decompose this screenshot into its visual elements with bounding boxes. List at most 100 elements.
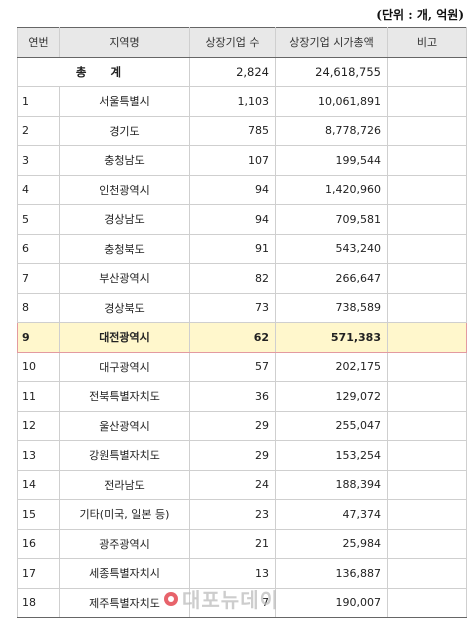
row-number: 15	[17, 499, 60, 530]
row-number: 5	[17, 204, 60, 235]
row-region: 서울특별시	[59, 86, 190, 117]
row-region: 울산광역시	[59, 410, 190, 441]
row-note	[387, 233, 467, 264]
total-market-cap: 24,618,755	[275, 56, 388, 87]
row-note	[387, 587, 467, 618]
row-market-cap: 136,887	[275, 558, 388, 589]
table-row: 2 경기도 785 8,778,726	[17, 115, 467, 146]
row-count: 1,103	[189, 86, 276, 117]
row-number: 16	[17, 528, 60, 559]
header-region: 지역명	[59, 27, 190, 58]
header-note: 비고	[387, 27, 467, 58]
row-note	[387, 204, 467, 235]
row-note	[387, 351, 467, 382]
table-row: 14 전라남도 24 188,394	[17, 469, 467, 500]
row-region: 강원특별자치도	[59, 440, 190, 471]
row-number: 11	[17, 381, 60, 412]
row-note	[387, 381, 467, 412]
row-note	[387, 440, 467, 471]
row-count: 21	[189, 528, 276, 559]
row-market-cap: 709,581	[275, 204, 388, 235]
row-region: 충청북도	[59, 233, 190, 264]
row-market-cap: 255,047	[275, 410, 388, 441]
row-market-cap: 25,984	[275, 528, 388, 559]
row-note	[387, 469, 467, 500]
row-number: 2	[17, 115, 60, 146]
row-region: 기타(미국, 일본 등)	[59, 499, 190, 530]
row-count: 36	[189, 381, 276, 412]
unit-note: (단위 : 개, 억원)	[376, 8, 464, 22]
row-count: 24	[189, 469, 276, 500]
row-note	[387, 410, 467, 441]
row-number: 14	[17, 469, 60, 500]
total-row: 총 계 2,824 24,618,755	[17, 56, 467, 87]
row-number: 13	[17, 440, 60, 471]
row-market-cap: 10,061,891	[275, 86, 388, 117]
table-row: 7 부산광역시 82 266,647	[17, 263, 467, 294]
table-row: 11 전북특별자치도 36 129,072	[17, 381, 467, 412]
row-note	[387, 528, 467, 559]
row-region: 경상북도	[59, 292, 190, 323]
row-market-cap: 199,544	[275, 145, 388, 176]
row-region: 대전광역시	[59, 322, 190, 353]
row-count: 7	[189, 587, 276, 618]
row-note	[387, 292, 467, 323]
row-count: 29	[189, 410, 276, 441]
row-note	[387, 115, 467, 146]
table-row: 9 대전광역시 62 571,383	[17, 322, 467, 353]
table-row: 5 경상남도 94 709,581	[17, 204, 467, 235]
table-row: 8 경상북도 73 738,589	[17, 292, 467, 323]
table-row: 16 광주광역시 21 25,984	[17, 528, 467, 559]
row-note	[387, 174, 467, 205]
row-number: 10	[17, 351, 60, 382]
row-number: 6	[17, 233, 60, 264]
table-row: 18 제주특별자치도 7 190,007	[17, 587, 467, 618]
row-region: 전북특별자치도	[59, 381, 190, 412]
row-number: 7	[17, 263, 60, 294]
row-market-cap: 129,072	[275, 381, 388, 412]
table-row: 15 기타(미국, 일본 등) 23 47,374	[17, 499, 467, 530]
row-market-cap: 1,420,960	[275, 174, 388, 205]
table-row: 10 대구광역시 57 202,175	[17, 351, 467, 382]
row-number: 12	[17, 410, 60, 441]
row-region: 경기도	[59, 115, 190, 146]
row-count: 107	[189, 145, 276, 176]
row-number: 9	[17, 322, 60, 353]
total-count: 2,824	[189, 56, 276, 87]
table-row: 12 울산광역시 29 255,047	[17, 410, 467, 441]
header-market-cap: 상장기업 시가총액	[275, 27, 388, 58]
listed-companies-table: 연번 지역명 상장기업 수 상장기업 시가총액 비고 총 계 2,824 24,…	[17, 27, 467, 618]
row-region: 광주광역시	[59, 528, 190, 559]
row-market-cap: 188,394	[275, 469, 388, 500]
row-count: 13	[189, 558, 276, 589]
table-row: 17 세종특별자치시 13 136,887	[17, 558, 467, 589]
row-count: 94	[189, 174, 276, 205]
table-row: 1 서울특별시 1,103 10,061,891	[17, 86, 467, 117]
row-count: 62	[189, 322, 276, 353]
table-row: 13 강원특별자치도 29 153,254	[17, 440, 467, 471]
row-note	[387, 145, 467, 176]
row-region: 전라남도	[59, 469, 190, 500]
row-count: 91	[189, 233, 276, 264]
row-number: 8	[17, 292, 60, 323]
row-number: 3	[17, 145, 60, 176]
row-region: 충청남도	[59, 145, 190, 176]
row-count: 82	[189, 263, 276, 294]
row-market-cap: 571,383	[275, 322, 388, 353]
row-market-cap: 738,589	[275, 292, 388, 323]
row-region: 경상남도	[59, 204, 190, 235]
row-note	[387, 322, 467, 353]
row-market-cap: 153,254	[275, 440, 388, 471]
row-note	[387, 86, 467, 117]
row-number: 4	[17, 174, 60, 205]
row-note	[387, 558, 467, 589]
row-region: 부산광역시	[59, 263, 190, 294]
row-count: 57	[189, 351, 276, 382]
table-row: 3 충청남도 107 199,544	[17, 145, 467, 176]
row-market-cap: 47,374	[275, 499, 388, 530]
row-number: 17	[17, 558, 60, 589]
row-market-cap: 543,240	[275, 233, 388, 264]
total-note	[387, 56, 467, 87]
row-note	[387, 263, 467, 294]
table-row: 6 충청북도 91 543,240	[17, 233, 467, 264]
